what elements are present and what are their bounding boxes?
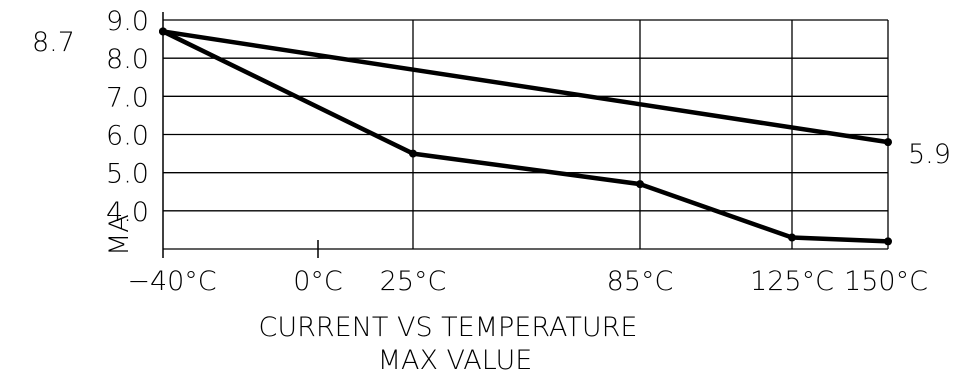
series-lines (162, 29, 889, 244)
data-point (884, 237, 892, 246)
x-tick-label: 125°C (750, 266, 834, 297)
data-point (884, 138, 892, 147)
x-tick-label: −40°C (127, 266, 216, 297)
x-tick-label: 25°C (380, 266, 447, 297)
data-point (788, 233, 796, 242)
y-tick-label: 5.0 (106, 159, 149, 190)
end-value-label: 5.9 (908, 139, 951, 170)
data-point (159, 27, 167, 36)
x-tick-labels: −40°C 0°C 25°C 85°C 125°C 150°C (127, 266, 928, 297)
y-tick-labels: 4.0 5.0 6.0 7.0 8.0 9.0 (106, 6, 149, 228)
y-tick-label: 8.0 (106, 44, 149, 75)
y-tick-label: 6.0 (106, 121, 149, 152)
chart-subtitle: MAX VALUE (378, 345, 533, 376)
x-tick-label: 150°C (844, 266, 928, 297)
y-tick-label: 9.0 (106, 6, 149, 37)
axes (162, 12, 319, 258)
series-line-2 (162, 29, 889, 244)
y-axis-label: MA (104, 214, 135, 256)
chart-title: CURRENT VS TEMPERATURE (259, 312, 638, 343)
x-tick-label: 85°C (607, 266, 674, 297)
start-value-label: 8.7 (32, 27, 75, 58)
x-tick-label: 0°C (293, 266, 343, 297)
y-tick-label: 4.0 (106, 197, 149, 228)
data-point (636, 180, 644, 189)
series-line-1 (162, 29, 889, 145)
grid (163, 19, 889, 250)
data-point (409, 149, 417, 158)
y-tick-label: 7.0 (106, 82, 149, 113)
data-point-markers (159, 27, 892, 246)
